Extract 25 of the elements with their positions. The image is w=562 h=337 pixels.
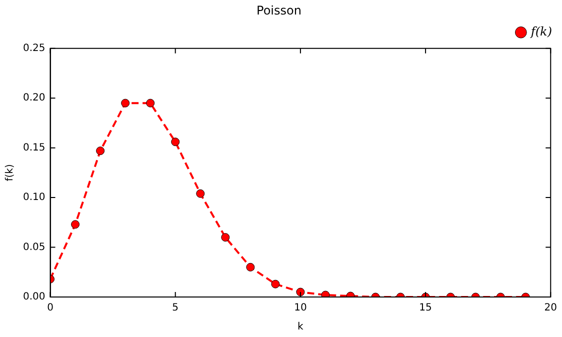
- point: [121, 98, 130, 108]
- x-tick-label: 0: [47, 302, 54, 314]
- y-tick-label: 0.10: [23, 192, 46, 204]
- point: [296, 288, 305, 296]
- y-tick-label: 0.20: [23, 92, 46, 104]
- y-tick-label: 0.25: [23, 42, 46, 54]
- point: [96, 146, 105, 156]
- y-tick-label: 0.05: [23, 242, 46, 253]
- y-tick-label: 0.00: [23, 292, 46, 303]
- legend-label: f(k): [530, 24, 552, 39]
- point: [146, 98, 155, 108]
- point: [71, 220, 80, 229]
- point: [246, 262, 255, 272]
- point: [171, 138, 180, 146]
- x-tick-label: 10: [294, 302, 307, 314]
- y-tick-label: 0.15: [23, 142, 46, 154]
- x-tick-label: 15: [419, 302, 432, 314]
- y-axis-title: f(k): [4, 164, 16, 182]
- chart-title: Poisson: [256, 3, 302, 18]
- x-tick-label: 5: [172, 302, 179, 314]
- point: [271, 280, 280, 288]
- x-axis-title: k: [298, 322, 304, 333]
- point: [221, 233, 230, 242]
- point: [196, 189, 205, 198]
- x-tick-label: 20: [544, 302, 558, 314]
